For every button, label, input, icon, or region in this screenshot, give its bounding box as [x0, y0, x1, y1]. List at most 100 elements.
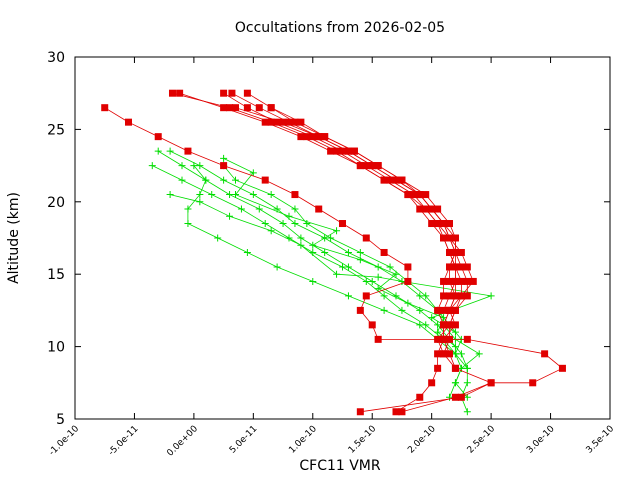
data-point	[416, 191, 424, 199]
data-point	[446, 263, 453, 271]
data-point	[451, 328, 459, 336]
data-point	[309, 277, 317, 285]
data-point	[255, 104, 263, 112]
data-point	[440, 321, 448, 329]
data-point	[362, 234, 370, 242]
data-point	[249, 191, 257, 199]
data-point	[333, 227, 341, 235]
data-point	[291, 191, 299, 199]
data-point	[428, 220, 436, 228]
data-point	[416, 205, 424, 213]
data-point	[176, 89, 184, 97]
x-tick-label: 1.5e-10	[347, 424, 379, 456]
series-red-4	[176, 89, 465, 358]
data-point	[190, 162, 198, 170]
data-point	[475, 350, 483, 358]
data-point	[291, 118, 299, 126]
data-point	[297, 133, 305, 141]
data-point	[446, 350, 453, 358]
data-point	[279, 220, 287, 228]
series-line	[231, 92, 474, 413]
data-point	[243, 248, 251, 256]
data-point	[463, 263, 471, 271]
data-point	[446, 292, 453, 300]
data-point	[356, 408, 364, 416]
x-tick-label: 0.0e+00	[165, 424, 200, 459]
data-point	[434, 220, 442, 228]
data-point	[267, 227, 275, 235]
data-point	[451, 321, 459, 329]
data-point	[220, 176, 228, 184]
data-point	[344, 292, 352, 300]
data-point	[297, 118, 305, 126]
data-point	[380, 176, 388, 184]
data-point	[404, 263, 412, 271]
data-point	[451, 306, 459, 314]
data-point	[434, 364, 442, 372]
data-point	[457, 263, 465, 271]
x-tick-label: 1.0e-10	[287, 424, 319, 456]
data-point	[463, 393, 471, 401]
x-tick-label: 3.0e-10	[525, 424, 557, 456]
data-point	[440, 277, 448, 285]
data-point	[168, 89, 176, 97]
series-line	[169, 150, 480, 398]
series-red-6	[243, 89, 459, 343]
data-point	[428, 205, 436, 213]
data-point	[261, 176, 269, 184]
data-point	[232, 104, 239, 112]
data-point	[434, 306, 442, 314]
data-point	[356, 248, 364, 256]
data-point	[273, 263, 281, 271]
data-point	[232, 191, 239, 199]
data-point	[440, 306, 448, 314]
data-point	[279, 118, 287, 126]
data-point	[333, 147, 341, 155]
series-red-3	[228, 89, 477, 416]
data-point	[226, 191, 234, 199]
data-point	[208, 191, 216, 199]
data-point	[339, 147, 346, 155]
data-point	[380, 306, 388, 314]
series-green-3	[166, 147, 483, 401]
data-point	[398, 176, 406, 184]
data-point	[232, 176, 239, 184]
x-tick-label: 5.0e-11	[228, 424, 260, 456]
y-tick-label: 30	[47, 50, 65, 66]
data-point	[243, 104, 251, 112]
series-red-2	[168, 89, 495, 416]
data-point	[386, 176, 394, 184]
data-point	[309, 133, 317, 141]
data-point	[350, 147, 358, 155]
data-point	[368, 162, 376, 170]
series-red-8	[267, 104, 459, 314]
data-point	[249, 169, 257, 177]
data-point	[529, 379, 537, 387]
data-point	[344, 147, 352, 155]
data-point	[178, 162, 186, 170]
data-point	[392, 270, 400, 278]
x-tick-label: -1.0e-10	[47, 424, 81, 458]
data-point	[327, 234, 335, 242]
data-point	[422, 191, 430, 199]
data-point	[404, 191, 412, 199]
data-point	[416, 321, 424, 329]
x-axis: -1.0e-10 -5.0e-11 0.0e+00 5.0e-11 1.0e-10 1.5…	[47, 57, 616, 459]
data-point	[368, 321, 376, 329]
data-point	[125, 118, 132, 126]
data-point	[220, 154, 228, 162]
data-point	[267, 118, 275, 126]
series-line	[172, 92, 493, 413]
data-point	[237, 205, 245, 213]
data-point	[228, 89, 236, 97]
y-axis: 5 10 15 20 25 30	[47, 50, 610, 428]
data-point	[446, 277, 453, 285]
data-point	[422, 205, 430, 213]
plot-area	[74, 56, 611, 420]
series-line	[247, 92, 456, 340]
series-layer	[101, 89, 566, 416]
data-point	[196, 198, 204, 206]
series-red-1	[101, 104, 566, 416]
data-point	[184, 220, 192, 228]
data-point	[344, 248, 352, 256]
